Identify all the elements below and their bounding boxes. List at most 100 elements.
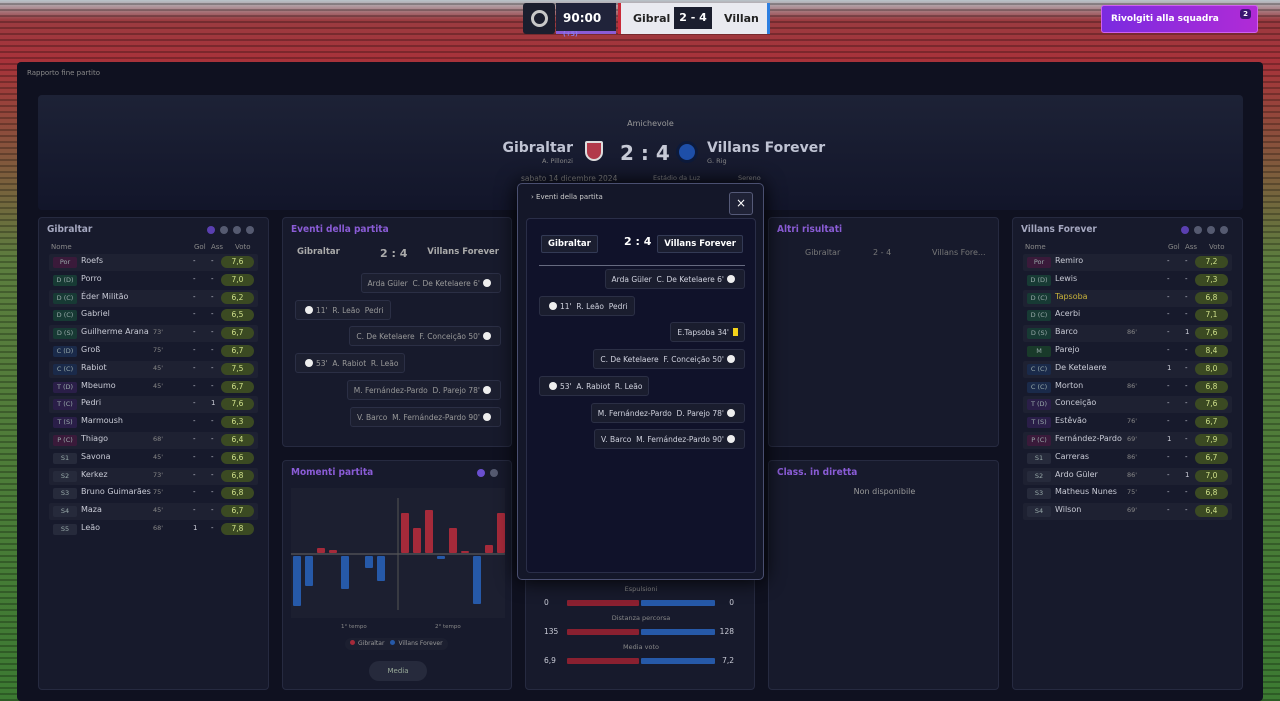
position-badge: T (D) [1027, 399, 1051, 411]
substitution: 45' [153, 363, 164, 372]
player-row[interactable]: C (C) De Ketelaere 1 -8,0 [1023, 361, 1232, 378]
rating: 7,0 [221, 273, 254, 286]
column-header: Voto [235, 243, 251, 251]
page-dot[interactable] [1181, 226, 1189, 234]
player-row[interactable]: T (D) Mbeumo 45' - -6,7 [49, 379, 258, 396]
goals: - [1167, 452, 1170, 461]
player-row[interactable]: D (C) Gabriel - -6,5 [49, 307, 258, 324]
player-row[interactable]: T (S) Marmoush - -6,3 [49, 414, 258, 431]
player-row[interactable]: S1 Savona 45' - -6,6 [49, 450, 258, 467]
player-row[interactable]: C (D) Groß 75' - -6,7 [49, 343, 258, 360]
player-row[interactable]: D (C) Tapsoba - -6,8 [1023, 290, 1232, 307]
player-row[interactable]: S2 Ardo Güler 86' - 1 7,0 [1023, 468, 1232, 485]
player-name: Acerbi [1055, 309, 1081, 319]
panel-title: Gibraltar [47, 224, 93, 235]
player-row[interactable]: T (C) Pedri - 1 7,6 [49, 396, 258, 413]
stat-home: 0 [544, 598, 549, 607]
position-badge: S1 [1027, 452, 1051, 464]
page-dot[interactable] [1207, 226, 1215, 234]
player-row[interactable]: P (C) Thiago 68' - -6,4 [49, 432, 258, 449]
match-event[interactable]: Arda Güler C. De Ketelaere 6' [604, 269, 745, 289]
match-event[interactable]: 11' R. Leão Pedri [539, 295, 635, 316]
momentum-bar [293, 556, 301, 606]
team-talk-button[interactable]: Rivolgiti alla squadra 2 [1101, 5, 1258, 33]
player-row[interactable]: S3 Bruno Guimarães 75' - -6,8 [49, 485, 258, 502]
stat-bar-away [641, 658, 715, 664]
goals: - [193, 506, 196, 515]
assists: - [211, 310, 214, 319]
breadcrumb: Rapporto fine partito [27, 69, 101, 77]
stat-home: 6,9 [544, 656, 556, 665]
away-crest [676, 141, 698, 163]
player-row[interactable]: S5 Leão 68' 1 -7,8 [49, 521, 258, 538]
player-row[interactable]: T (D) Conceição - -7,6 [1023, 396, 1232, 413]
player-row[interactable]: S2 Kerkez 73' - -6,8 [49, 468, 258, 485]
match-event[interactable]: E.Tapsoba 34' [670, 322, 745, 343]
column-header: Ass [1185, 243, 1198, 251]
player-name: Éder Militão [81, 291, 129, 301]
player-row[interactable]: Por Remiro - -7,2 [1023, 254, 1232, 271]
player-row[interactable]: Por Roefs - -7,6 [49, 254, 258, 271]
average-button[interactable]: Media [369, 661, 427, 681]
goal-icon [549, 301, 557, 310]
substitution: 86' [1127, 381, 1138, 390]
match-event[interactable]: Arda Güler C. De Ketelaere 6' [360, 273, 501, 293]
page-dot[interactable] [490, 469, 498, 477]
goal-icon [727, 435, 735, 444]
page-dot[interactable] [1220, 226, 1228, 234]
player-row[interactable]: D (S) Barco 86' - 1 7,6 [1023, 325, 1232, 342]
event-text: M. Fernández-Pardo D. Parejo 78' [353, 385, 480, 395]
player-row[interactable]: S4 Maza 45' - -6,7 [49, 503, 258, 520]
player-row[interactable]: T (S) Estêvão 76' - -6,7 [1023, 414, 1232, 431]
page-dot[interactable] [233, 226, 241, 234]
position-badge: D (S) [1027, 328, 1051, 340]
page-dot[interactable] [220, 226, 228, 234]
player-row[interactable]: S4 Wilson 69' - -6,4 [1023, 503, 1232, 520]
assists: 1 [1185, 328, 1190, 337]
position-badge: S4 [1027, 506, 1051, 518]
home-team: Gibraltar [805, 248, 841, 257]
player-row[interactable]: M Parejo - -8,4 [1023, 343, 1232, 360]
player-row[interactable]: P (C) Fernández-Pardo 69' 1 -7,9 [1023, 432, 1232, 449]
position-badge: S2 [1027, 470, 1051, 482]
player-row[interactable]: D (D) Porro - -7,0 [49, 272, 258, 289]
player-row[interactable]: D (C) Éder Militão - -6,2 [49, 290, 258, 307]
match-event[interactable]: C. De Ketelaere F. Conceição 50' [349, 326, 501, 347]
goals: - [193, 381, 196, 390]
goals: - [193, 452, 196, 461]
page-dot[interactable] [477, 469, 485, 477]
assists: - [211, 524, 214, 532]
page-dot[interactable] [246, 226, 254, 234]
close-button[interactable]: × [729, 192, 753, 215]
position-badge: S3 [53, 488, 77, 500]
player-row[interactable]: C (C) Rabiot 45' - -7,5 [49, 361, 258, 378]
goals: - [1167, 417, 1170, 426]
match-event[interactable]: 53' A. Rabiot R. Leão [539, 375, 650, 396]
event-text: C. De Ketelaere F. Conceição 50' [600, 355, 724, 365]
match-event[interactable]: V. Barco M. Fernández-Pardo 90' [594, 429, 745, 450]
match-event[interactable]: 11' R. Leão Pedri [295, 299, 391, 320]
goal-icon [483, 412, 491, 421]
page-dot[interactable] [1194, 226, 1202, 234]
position-badge: Por [1027, 257, 1051, 268]
match-event[interactable]: 53' A. Rabiot R. Leão [295, 353, 406, 374]
home-team: Gibraltar [502, 140, 573, 156]
stat-bar-home [567, 629, 639, 635]
player-row[interactable]: C (C) Morton 86' - -6,8 [1023, 379, 1232, 396]
assists: - [1185, 274, 1188, 283]
position-badge: T (S) [53, 417, 77, 429]
match-event[interactable]: C. De Ketelaere F. Conceição 50' [593, 349, 745, 370]
goals: - [1167, 310, 1170, 319]
player-row[interactable]: D (S) Guilherme Arana 73' - -6,7 [49, 325, 258, 342]
match-event[interactable]: V. Barco M. Fernández-Pardo 90' [350, 406, 501, 427]
player-row[interactable]: S3 Matheus Nunes 75' - -6,8 [1023, 485, 1232, 502]
player-row[interactable]: D (D) Lewis - -7,3 [1023, 272, 1232, 289]
rating: 6,7 [221, 327, 254, 340]
match-event[interactable]: M. Fernández-Pardo D. Parejo 78' [346, 379, 501, 400]
page-dot[interactable] [207, 226, 215, 234]
result-row[interactable]: Gibraltar 2 - 4 Villans Fore... [787, 242, 987, 262]
player-row[interactable]: S1 Carreras 86' - -6,7 [1023, 450, 1232, 467]
player-row[interactable]: D (C) Acerbi - -7,1 [1023, 307, 1232, 324]
match-event[interactable]: M. Fernández-Pardo D. Parejo 78' [590, 402, 745, 423]
momentum-bar [305, 556, 313, 586]
